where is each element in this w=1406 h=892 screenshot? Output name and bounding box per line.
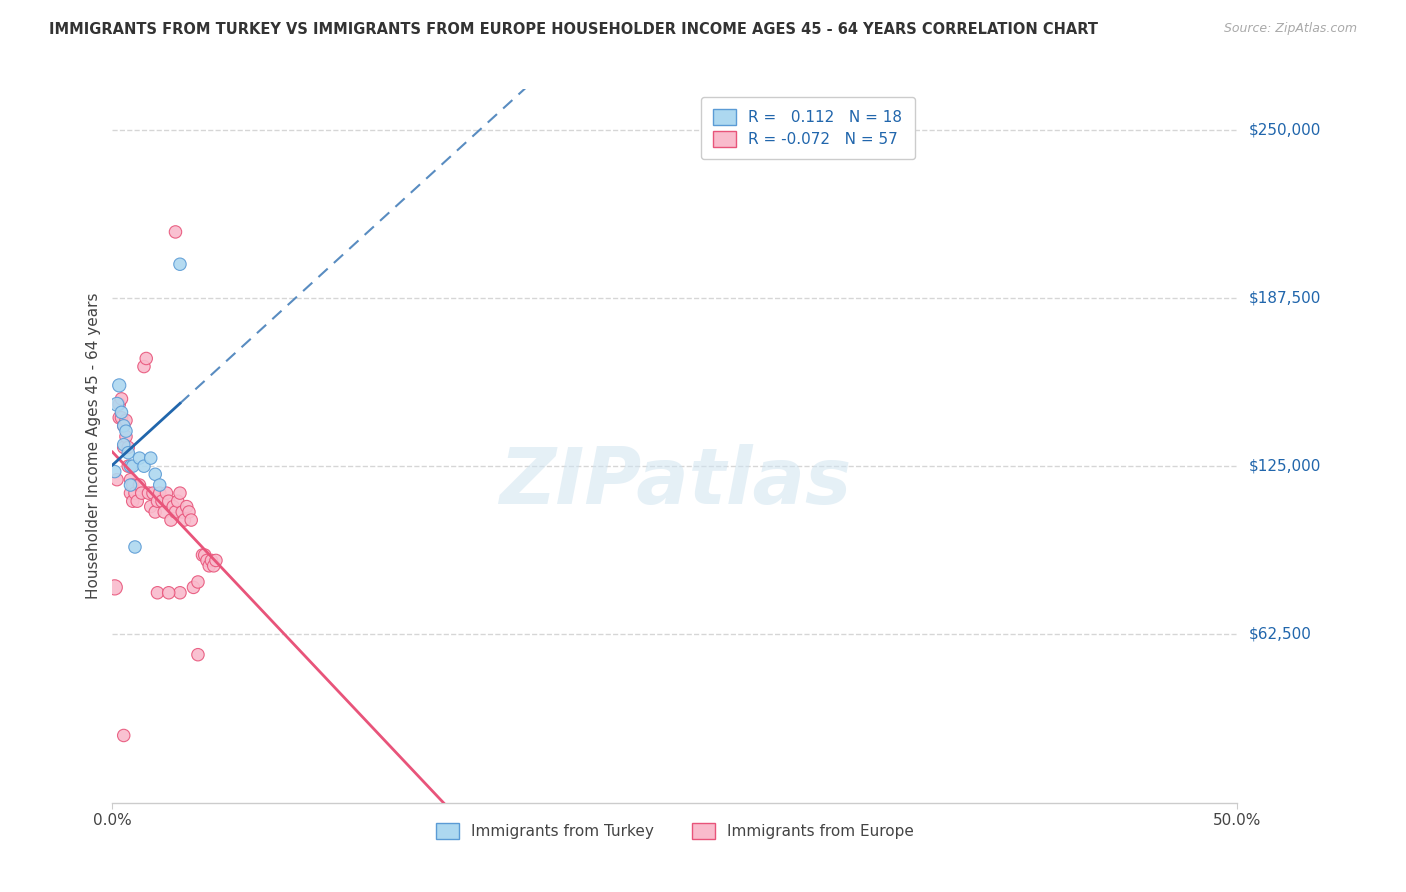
Point	[187, 574, 209, 589]
Point	[194, 548, 217, 562]
Point	[115, 424, 138, 438]
Point	[169, 486, 191, 500]
Point	[183, 580, 205, 594]
Text: Source: ZipAtlas.com: Source: ZipAtlas.com	[1223, 22, 1357, 36]
Point	[132, 359, 155, 374]
Point	[128, 478, 150, 492]
Point	[120, 486, 142, 500]
Text: $187,500: $187,500	[1249, 291, 1320, 305]
Point	[124, 486, 146, 500]
Point	[187, 648, 209, 662]
Point	[160, 513, 183, 527]
Point	[108, 378, 131, 392]
Point	[117, 459, 139, 474]
Point	[138, 486, 160, 500]
Point	[139, 500, 162, 514]
Point	[146, 586, 169, 600]
Point	[195, 553, 218, 567]
Point	[166, 494, 188, 508]
Point	[108, 397, 131, 411]
Point	[108, 410, 131, 425]
Point	[177, 505, 200, 519]
Point	[127, 494, 149, 508]
Point	[112, 441, 135, 455]
Point	[173, 513, 195, 527]
Point	[121, 478, 143, 492]
Point	[169, 586, 191, 600]
Point	[142, 486, 165, 500]
Text: $250,000: $250,000	[1249, 122, 1320, 137]
Point	[155, 486, 177, 500]
Point	[128, 451, 150, 466]
Point	[205, 553, 228, 567]
Point	[169, 257, 191, 271]
Point	[121, 459, 143, 474]
Point	[112, 437, 135, 451]
Point	[104, 580, 127, 594]
Point	[112, 729, 135, 743]
Point	[132, 459, 155, 474]
Y-axis label: Householder Income Ages 45 - 64 years: Householder Income Ages 45 - 64 years	[86, 293, 101, 599]
Point	[112, 418, 135, 433]
Text: ZIPatlas: ZIPatlas	[499, 443, 851, 520]
Point	[135, 351, 157, 366]
Point	[149, 486, 172, 500]
Point	[110, 410, 132, 425]
Point	[110, 392, 132, 406]
Point	[112, 418, 135, 433]
Point	[198, 558, 221, 573]
Point	[180, 513, 202, 527]
Point	[157, 586, 180, 600]
Point	[124, 540, 146, 554]
Point	[120, 473, 142, 487]
Point	[120, 478, 142, 492]
Point	[143, 467, 166, 482]
Point	[165, 225, 187, 239]
Point	[104, 465, 127, 479]
Point	[117, 441, 139, 455]
Point	[202, 558, 225, 573]
Point	[146, 494, 169, 508]
Point	[105, 473, 128, 487]
Point	[162, 500, 184, 514]
Point	[153, 505, 176, 519]
Point	[120, 459, 142, 474]
Legend: Immigrants from Turkey, Immigrants from Europe: Immigrants from Turkey, Immigrants from …	[430, 817, 920, 845]
Point	[150, 494, 173, 508]
Text: IMMIGRANTS FROM TURKEY VS IMMIGRANTS FROM EUROPE HOUSEHOLDER INCOME AGES 45 - 64: IMMIGRANTS FROM TURKEY VS IMMIGRANTS FRO…	[49, 22, 1098, 37]
Point	[117, 446, 139, 460]
Point	[149, 478, 172, 492]
Point	[110, 405, 132, 419]
Text: $62,500: $62,500	[1249, 627, 1312, 642]
Point	[115, 429, 138, 443]
Point	[143, 505, 166, 519]
Point	[105, 397, 128, 411]
Point	[200, 553, 222, 567]
Point	[165, 505, 187, 519]
Point	[131, 486, 153, 500]
Point	[121, 494, 143, 508]
Point	[115, 413, 138, 427]
Text: $125,000: $125,000	[1249, 458, 1320, 474]
Point	[157, 494, 180, 508]
Point	[139, 451, 162, 466]
Point	[191, 548, 214, 562]
Point	[176, 500, 198, 514]
Point	[172, 505, 194, 519]
